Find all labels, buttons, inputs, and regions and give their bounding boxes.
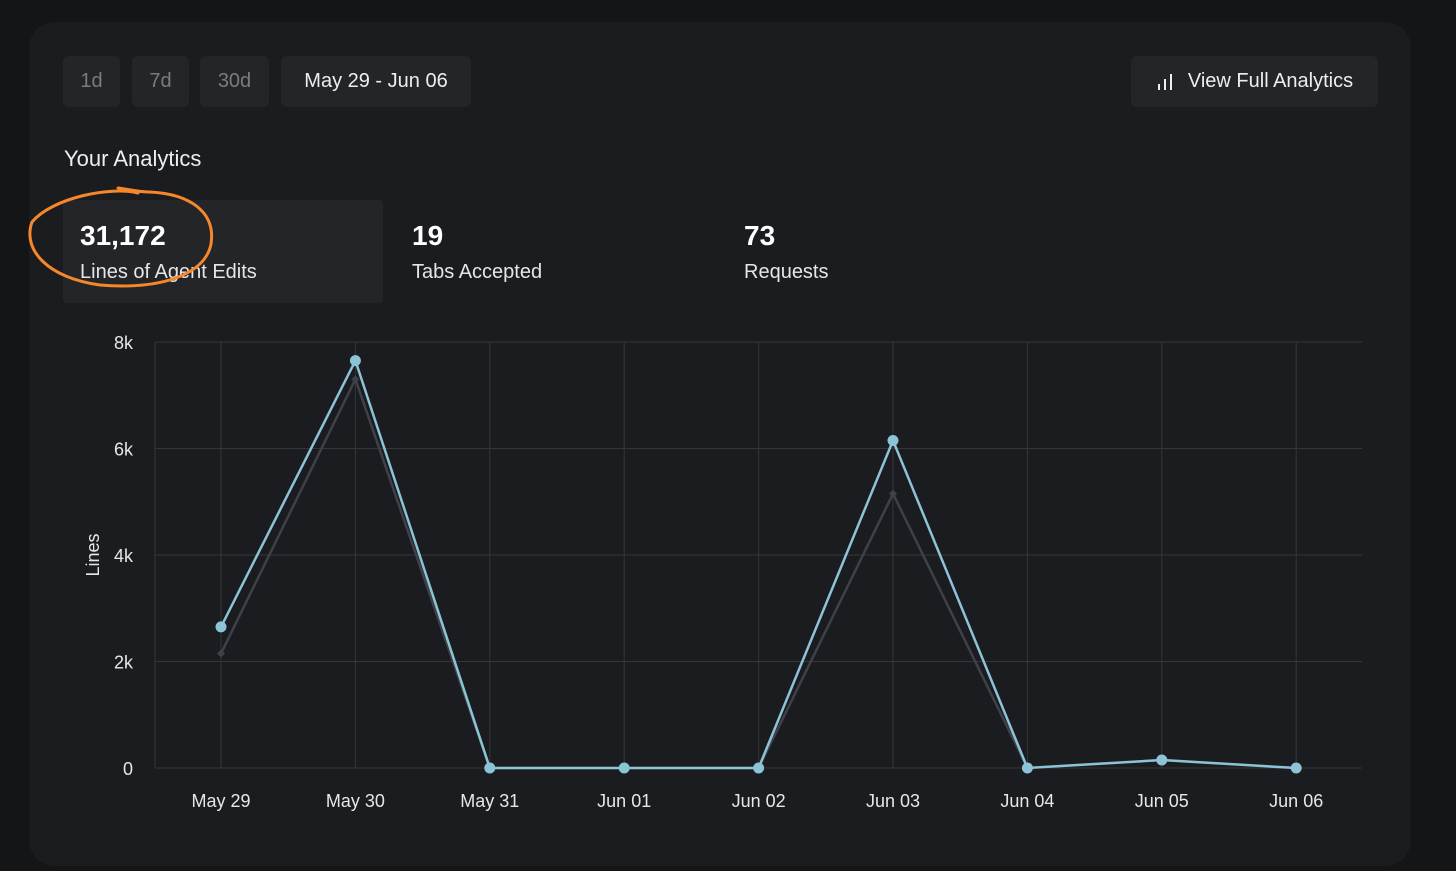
stat-value: 19 — [412, 220, 444, 251]
x-tick-label: Jun 02 — [732, 791, 786, 811]
series-suggested-point[interactable] — [618, 762, 630, 774]
stat-card-requests[interactable]: 73 Requests — [727, 200, 1047, 303]
x-tick-label: Jun 04 — [1000, 791, 1054, 811]
series-suggested-point[interactable] — [1021, 762, 1033, 774]
y-tick-label: 2k — [114, 653, 134, 673]
stat-value: 73 — [744, 220, 776, 251]
analytics-panel — [29, 22, 1411, 866]
stat-value: 31,172 — [80, 220, 166, 251]
series-suggested-point[interactable] — [215, 621, 227, 633]
series-accepted-point[interactable] — [217, 649, 225, 658]
y-tick-label: 6k — [114, 440, 134, 460]
stat-label: Tabs Accepted — [412, 261, 543, 283]
view-full-analytics-button[interactable]: View Full Analytics — [1131, 56, 1378, 107]
y-tick-label: 8k — [114, 333, 134, 353]
x-tick-label: Jun 03 — [866, 791, 920, 811]
series-suggested-point[interactable] — [484, 762, 496, 774]
series-suggested-point[interactable] — [349, 355, 361, 367]
y-tick-label: 4k — [114, 546, 134, 566]
series-accepted-point[interactable] — [889, 489, 897, 498]
chart-series — [215, 355, 1302, 774]
x-tick-label: Jun 05 — [1135, 791, 1189, 811]
bar-chart-icon — [1157, 73, 1172, 90]
stat-card-tabs[interactable]: 19 Tabs Accepted — [395, 200, 715, 303]
y-tick-label: 0 — [123, 759, 133, 779]
range-7d-button[interactable]: 7d — [132, 56, 189, 107]
x-axis-ticks: May 29 May 30 May 31 Jun 01 Jun 02 Jun 03 Jun … — [191, 791, 1323, 811]
y-axis-label: Lines — [83, 533, 103, 576]
range-30d-button[interactable]: 30d — [200, 56, 269, 107]
y-axis-ticks: 0 2k 4k 6k 8k — [114, 333, 134, 779]
highlight-annotation-circle — [28, 186, 214, 288]
date-range-button[interactable]: May 29 - Jun 06 — [281, 56, 471, 107]
series-suggested-point[interactable] — [1290, 762, 1302, 774]
series-suggested-point[interactable] — [887, 435, 899, 447]
series-suggested-point[interactable] — [1156, 754, 1168, 766]
series-accepted-point[interactable] — [351, 375, 360, 384]
stat-label: Requests — [744, 261, 829, 283]
x-tick-label: Jun 06 — [1269, 791, 1323, 811]
x-tick-label: May 29 — [191, 791, 250, 811]
series-suggested-point[interactable] — [753, 762, 765, 774]
view-full-analytics-label: View Full Analytics — [1187, 70, 1354, 92]
x-tick-label: Jun 01 — [597, 791, 651, 811]
x-tick-label: May 30 — [326, 791, 385, 811]
x-tick-label: May 31 — [460, 791, 519, 811]
stat-label: Lines of Agent Edits — [80, 261, 257, 283]
range-1d-button[interactable]: 1d — [63, 56, 120, 107]
chart-grid — [154, 341, 1362, 769]
section-title: Your Analytics — [64, 146, 202, 171]
